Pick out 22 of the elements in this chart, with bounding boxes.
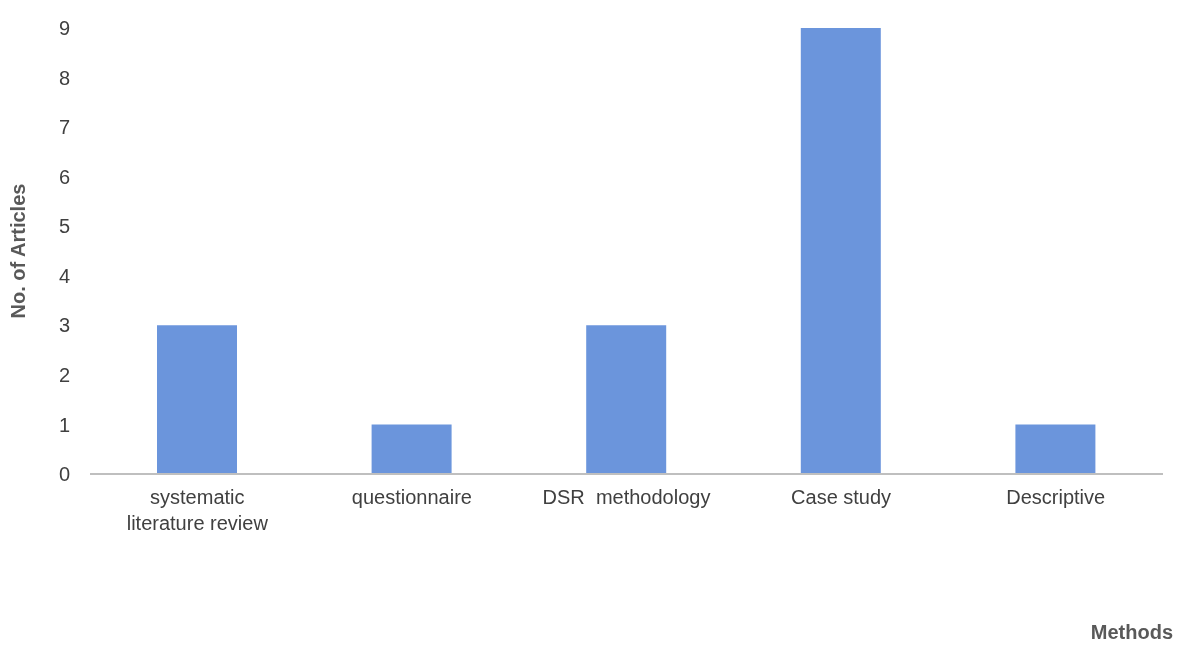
y-tick-label: 3 bbox=[58, 314, 70, 337]
x-tick-label: questionnaire bbox=[351, 486, 472, 508]
x-tick-label: DSR methodology bbox=[542, 486, 711, 508]
x-tick-label: systematic literature review bbox=[126, 486, 269, 534]
y-axis-title: No. of Articles bbox=[7, 183, 30, 319]
bar bbox=[1015, 424, 1096, 474]
x-tick-label: Case study bbox=[791, 486, 892, 508]
bar bbox=[800, 28, 881, 474]
y-tick-label: 7 bbox=[58, 116, 70, 139]
y-tick-label: 5 bbox=[58, 215, 70, 238]
y-tick-label: 4 bbox=[58, 264, 70, 287]
y-tick-label: 9 bbox=[58, 17, 70, 40]
y-tick-label: 0 bbox=[58, 463, 70, 486]
bar bbox=[586, 325, 667, 474]
y-tick-label: 8 bbox=[58, 66, 70, 89]
y-tick-label: 2 bbox=[58, 363, 70, 386]
y-tick-label: 6 bbox=[58, 165, 70, 188]
bar bbox=[157, 325, 237, 474]
bar bbox=[371, 424, 452, 474]
y-tick-label: 1 bbox=[58, 413, 70, 436]
x-tick-label: Descriptive bbox=[1006, 486, 1106, 508]
x-axis-title: Methods bbox=[1090, 621, 1173, 644]
